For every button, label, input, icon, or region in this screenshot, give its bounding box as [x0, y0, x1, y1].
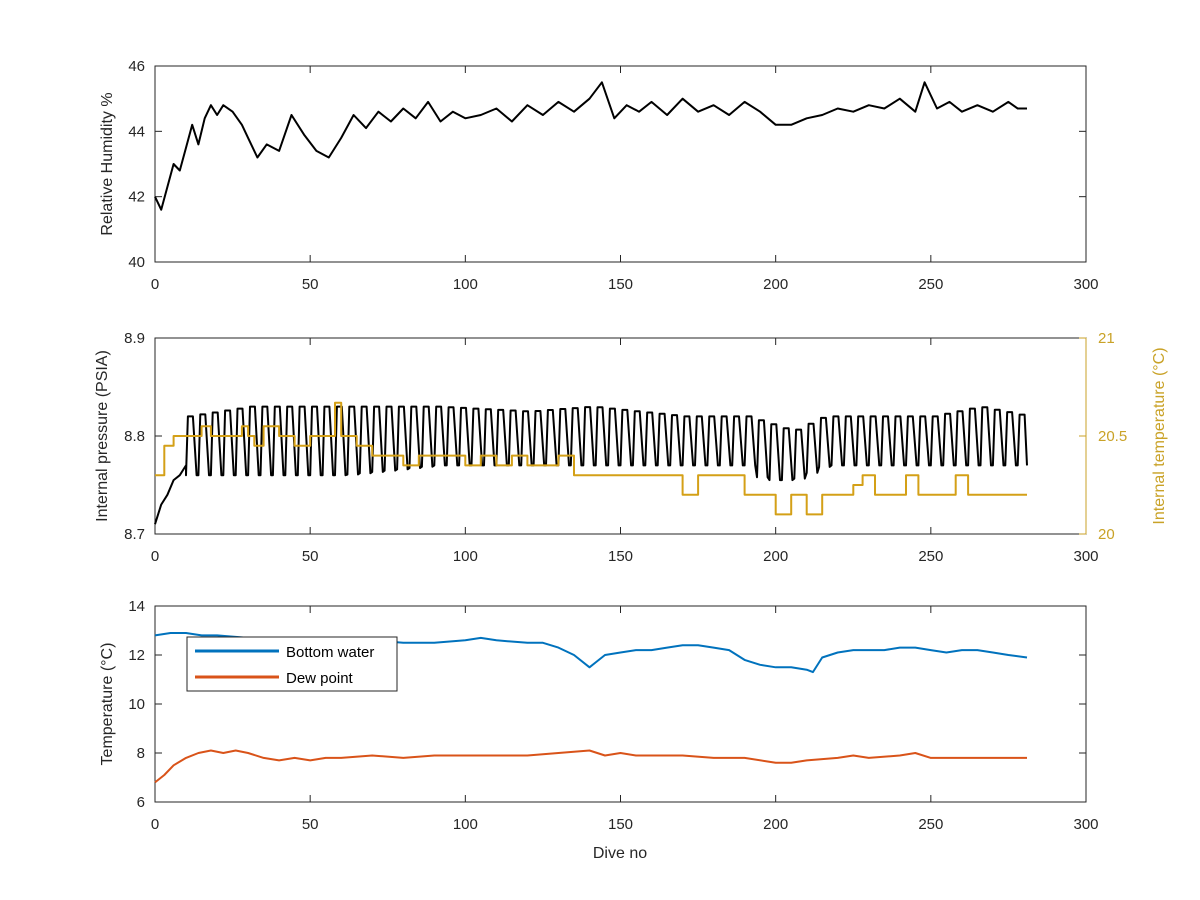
- temperature-xticklabels: 0 50 100 150 200 250 300: [151, 816, 1099, 833]
- humidity-xtick-label: 50: [302, 276, 319, 293]
- pressure-xtick-label: 150: [608, 548, 633, 565]
- humidity-lines: [154, 81, 1027, 211]
- humidity-xtick-label: 250: [918, 276, 943, 293]
- temperature-ylabel: Temperature (°C): [99, 643, 116, 766]
- pressure-xtick-label: 300: [1073, 548, 1098, 565]
- pressure-xtick-label: 0: [151, 548, 159, 565]
- humidity-ytick-label: 44: [128, 123, 145, 140]
- temperature-ytick-label: 8: [137, 745, 145, 762]
- pressure-xticklabels: 0 50 100 150 200 250 300: [151, 548, 1099, 565]
- humidity-xtick-label: 100: [453, 276, 478, 293]
- pressure-yticklabels-right: 20 20.5 21: [1098, 330, 1127, 543]
- pressure-ytick-label: 8.8: [124, 428, 145, 445]
- temperature-legend: Bottom water Dew point: [186, 636, 398, 692]
- humidity-xtick-label: 200: [763, 276, 788, 293]
- pressure-yticklabels: 8.7 8.8 8.9: [124, 330, 145, 543]
- humidity-ytick-label: 46: [128, 58, 145, 75]
- humidity-ytick-label: 42: [128, 189, 145, 206]
- pressure-ytick-right-label: 20: [1098, 526, 1115, 543]
- temperature-ytick-label: 12: [128, 647, 145, 664]
- humidity-xtick-label: 300: [1073, 276, 1098, 293]
- humidity-ylabel: Relative Humidity %: [99, 92, 116, 235]
- pressure-ylabel: Internal pressure (PSIA): [94, 350, 111, 522]
- pressure-panel: 0 50 100 150 200 250 300 8.7 8.8 8.9 20 20.5 21 In…: [94, 330, 1168, 565]
- humidity-axes-frame: [154, 65, 1087, 263]
- humidity-xtick-label: 0: [151, 276, 159, 293]
- pressure-xtick-label: 200: [763, 548, 788, 565]
- temperature-xlabel: Dive no: [593, 845, 647, 862]
- dew-point-line: [154, 749, 1027, 784]
- humidity-ytick-label: 40: [128, 254, 145, 271]
- pressure-ytick-label: 8.7: [124, 526, 145, 543]
- temperature-ytick-label: 14: [128, 598, 145, 615]
- temperature-grid-ticks: [154, 605, 1087, 803]
- temperature-yticklabels: 6 8 10 12 14: [128, 598, 145, 811]
- internal-temperature-ylabel: Internal temperature (°C): [1151, 347, 1168, 524]
- humidity-xtick-label: 150: [608, 276, 633, 293]
- temperature-xtick-label: 0: [151, 816, 159, 833]
- legend-label-bottom-water: Bottom water: [286, 644, 374, 661]
- temperature-xtick-label: 100: [453, 816, 478, 833]
- temperature-xtick-label: 50: [302, 816, 319, 833]
- temperature-xtick-label: 250: [918, 816, 943, 833]
- pressure-ytick-right-label: 20.5: [1098, 428, 1127, 445]
- pressure-series-0-line: [154, 405, 1028, 525]
- pressure-xtick-label: 50: [302, 548, 319, 565]
- pressure-grid-ticks: [154, 337, 1087, 535]
- temperature-panel: 0 50 100 150 200 250 300 6 8 10 12 14 Temperature …: [99, 598, 1099, 862]
- humidity-panel: 0 50 100 150 200 250 300 40 42 44 46 Relative Hum…: [99, 58, 1099, 293]
- temperature-axes-frame: [154, 605, 1087, 803]
- humidity-xticklabels: 0 50 100 150 200 250 300: [151, 276, 1099, 293]
- temperature-ytick-label: 10: [128, 696, 145, 713]
- temperature-ytick-label: 6: [137, 794, 145, 811]
- temperature-xtick-label: 200: [763, 816, 788, 833]
- pressure-ytick-label: 8.9: [124, 330, 145, 347]
- temperature-xtick-label: 150: [608, 816, 633, 833]
- humidity-yticklabels: 40 42 44 46: [128, 58, 145, 271]
- legend-label-dew-point: Dew point: [286, 670, 354, 687]
- pressure-xtick-label: 250: [918, 548, 943, 565]
- pressure-ytick-right-label: 21: [1098, 330, 1115, 347]
- legend-box: [186, 636, 398, 692]
- pressure-series-1-line: [155, 401, 1027, 516]
- humidity-series-0-line: [154, 81, 1027, 211]
- pressure-xtick-label: 100: [453, 548, 478, 565]
- pressure-lines: [154, 401, 1028, 525]
- humidity-grid-ticks: [154, 65, 1087, 263]
- temperature-xtick-label: 300: [1073, 816, 1098, 833]
